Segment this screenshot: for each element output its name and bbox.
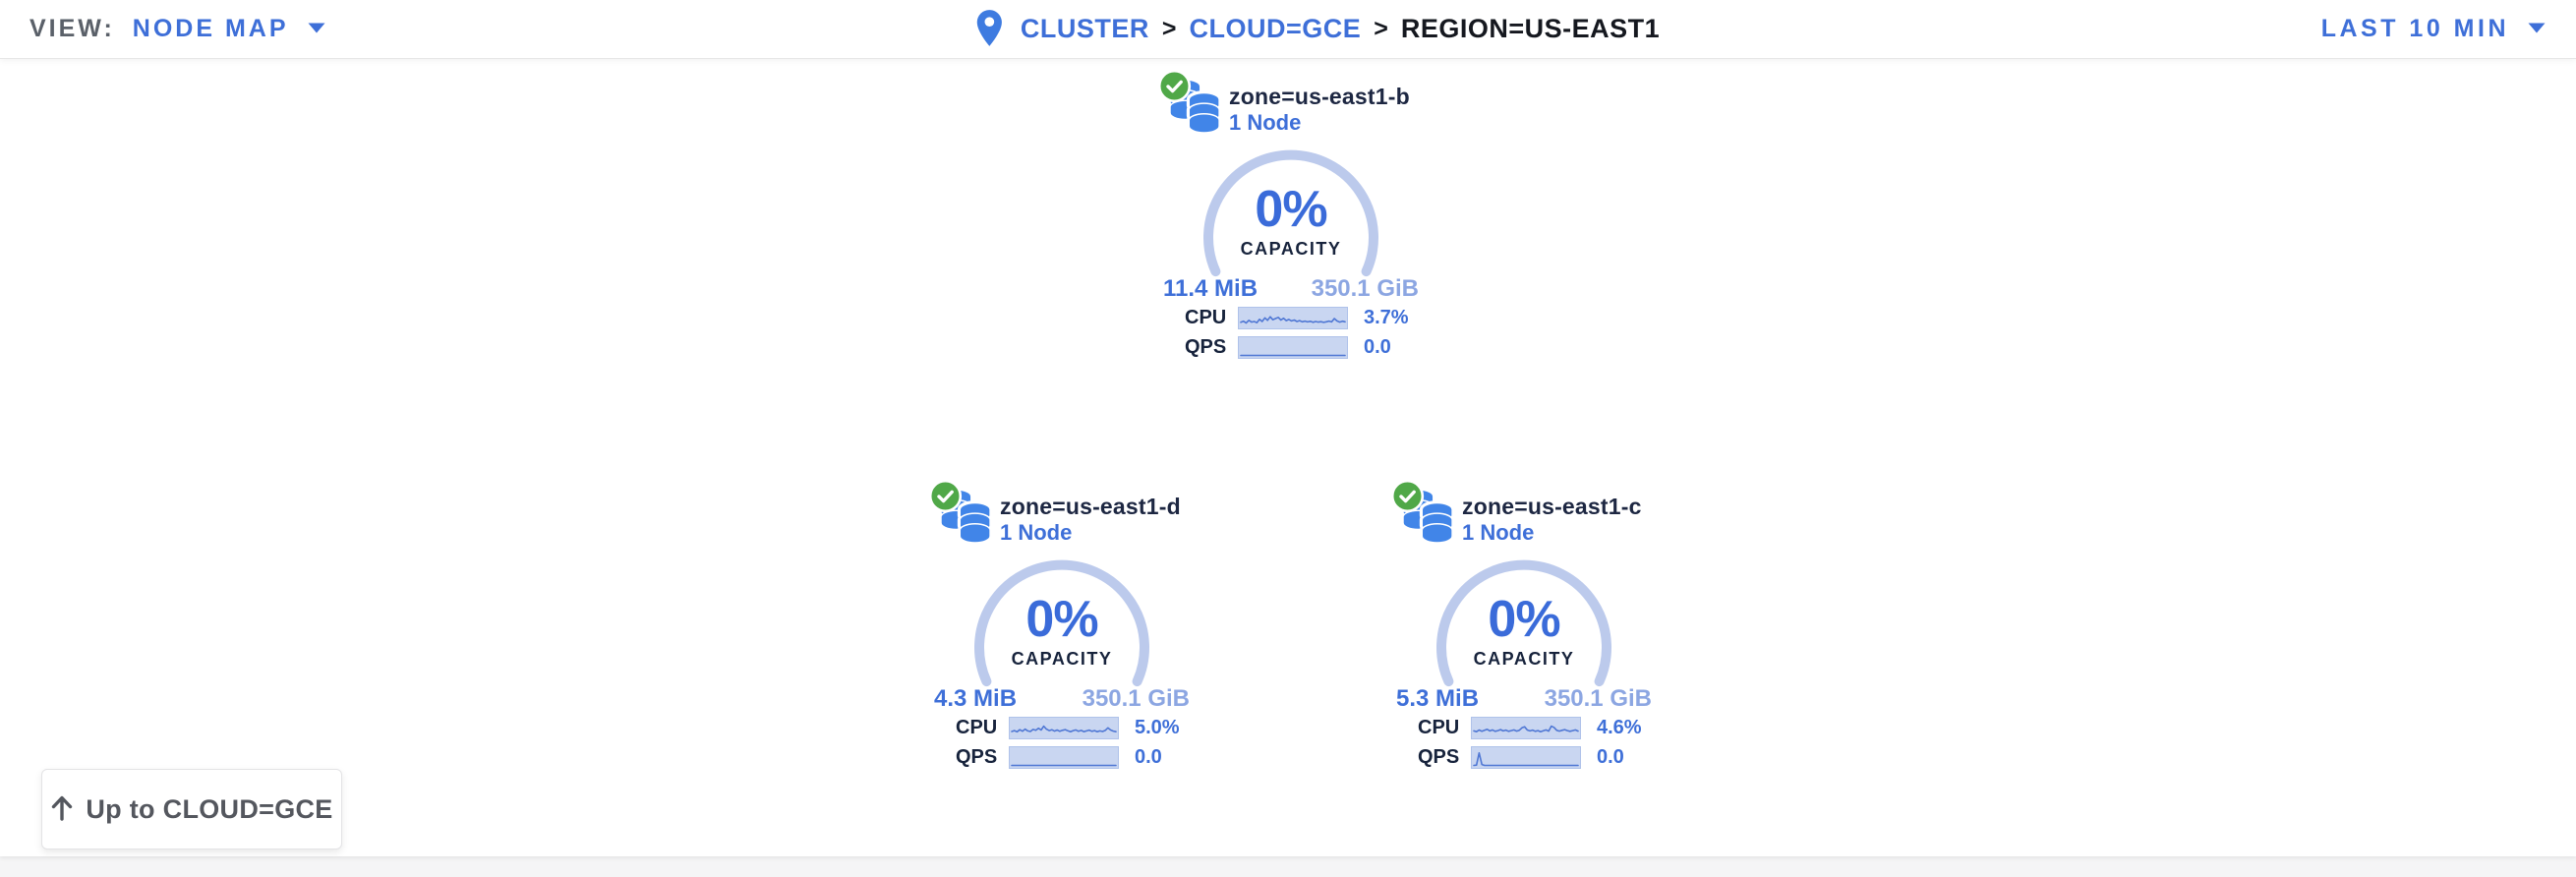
cpu-sparkline xyxy=(1471,717,1581,739)
view-label: VIEW: xyxy=(29,15,115,42)
cpu-row: CPU 4.6% xyxy=(1418,717,1654,739)
capacity-gauge: 0% CAPACITY xyxy=(968,557,1155,687)
zone-icon-wrap xyxy=(928,479,993,546)
cpu-value: 4.6% xyxy=(1597,717,1642,738)
zone-header: zone=us-east1-d 1 Node xyxy=(928,479,1192,546)
capacity-percent: 0% xyxy=(1255,181,1327,238)
capacity-total: 350.1 GiB xyxy=(1082,685,1190,712)
cpu-label: CPU xyxy=(956,717,998,738)
capacity-total: 350.1 GiB xyxy=(1544,685,1652,712)
topbar: VIEW: NODE MAP CLUSTER > CLOUD=GCE > REG… xyxy=(0,0,2576,59)
cpu-value: 3.7% xyxy=(1364,307,1409,328)
zone-name: zone=us-east1-d xyxy=(1000,494,1181,519)
map-pin-icon xyxy=(975,9,1004,52)
capacity-label: CAPACITY xyxy=(1011,649,1113,669)
cpu-value: 5.0% xyxy=(1135,717,1180,738)
qps-value: 0.0 xyxy=(1597,746,1624,768)
qps-sparkline xyxy=(1009,746,1119,769)
zone-card-us-east1-d[interactable]: zone=us-east1-d 1 Node 0% CAPACITY 4.3 M… xyxy=(928,479,1192,776)
healthy-check-icon xyxy=(928,479,963,518)
chevron-down-icon xyxy=(2527,22,2547,39)
qps-sparkline xyxy=(1471,746,1581,769)
database-stack-icon xyxy=(1169,79,1222,141)
zone-node-count[interactable]: 1 Node xyxy=(1229,110,1302,135)
capacity-percent: 0% xyxy=(1488,591,1560,648)
zone-card-us-east1-c[interactable]: zone=us-east1-c 1 Node 0% CAPACITY 5.3 M… xyxy=(1390,479,1654,776)
cpu-sparkline xyxy=(1009,717,1119,739)
capacity-arc xyxy=(1436,559,1611,687)
cpu-sparkline xyxy=(1238,307,1348,329)
zone-name: zone=us-east1-c xyxy=(1462,494,1642,519)
capacity-arc xyxy=(974,559,1149,687)
zone-node-count[interactable]: 1 Node xyxy=(1000,520,1073,545)
view-selector[interactable]: VIEW: NODE MAP xyxy=(29,15,326,43)
zone-icon-wrap xyxy=(1157,69,1222,136)
capacity-label: CAPACITY xyxy=(1240,239,1342,259)
qps-label: QPS xyxy=(1418,746,1460,768)
capacity-used: 4.3 MiB xyxy=(934,685,1018,712)
chevron-down-icon xyxy=(307,22,326,39)
capacity-gauge: 0% CAPACITY xyxy=(1198,147,1384,277)
cpu-label: CPU xyxy=(1418,717,1460,738)
cpu-label: CPU xyxy=(1185,307,1227,328)
breadcrumb-item-cluster[interactable]: CLUSTER xyxy=(1020,14,1149,43)
qps-value: 0.0 xyxy=(1135,746,1162,768)
breadcrumb-item-region-current: REGION=US-EAST1 xyxy=(1400,14,1661,43)
capacity-total: 350.1 GiB xyxy=(1311,275,1419,302)
view-selected-value: NODE MAP xyxy=(132,15,289,42)
capacity-label: CAPACITY xyxy=(1473,649,1575,669)
capacity-percent: 0% xyxy=(1025,591,1098,648)
breadcrumb-separator: > xyxy=(1161,15,1177,42)
up-to-cloud-label: Up to CLOUD=GCE xyxy=(86,793,333,824)
qps-row: QPS 0.0 xyxy=(956,746,1192,769)
breadcrumb-separator: > xyxy=(1374,15,1388,42)
capacity-used: 5.3 MiB xyxy=(1396,685,1480,712)
cpu-row: CPU 3.7% xyxy=(1185,307,1421,329)
zone-node-count[interactable]: 1 Node xyxy=(1462,520,1535,545)
cpu-row: CPU 5.0% xyxy=(956,717,1192,739)
time-range-value: LAST 10 MIN xyxy=(2320,15,2509,42)
up-to-cloud-button[interactable]: Up to CLOUD=GCE xyxy=(41,769,342,849)
healthy-check-icon xyxy=(1157,69,1192,108)
zone-header: zone=us-east1-c 1 Node xyxy=(1390,479,1654,546)
zone-icon-wrap xyxy=(1390,479,1455,546)
breadcrumb: CLUSTER > CLOUD=GCE > REGION=US-EAST1 xyxy=(975,7,1660,52)
time-range-selector[interactable]: LAST 10 MIN xyxy=(2321,15,2547,43)
qps-label: QPS xyxy=(956,746,998,768)
zone-card-us-east1-b[interactable]: zone=us-east1-b 1 Node 0% CAPACITY 11.4 … xyxy=(1157,69,1421,366)
capacity-arc xyxy=(1203,149,1378,277)
qps-label: QPS xyxy=(1185,336,1227,358)
capacity-used: 11.4 MiB xyxy=(1163,275,1259,302)
qps-value: 0.0 xyxy=(1364,336,1391,358)
zone-name: zone=us-east1-b xyxy=(1229,84,1410,109)
qps-row: QPS 0.0 xyxy=(1418,746,1654,769)
zone-header: zone=us-east1-b 1 Node xyxy=(1157,69,1421,136)
arrow-up-icon xyxy=(50,794,74,826)
qps-row: QPS 0.0 xyxy=(1185,336,1421,359)
qps-sparkline xyxy=(1238,336,1348,359)
breadcrumb-item-cloud[interactable]: CLOUD=GCE xyxy=(1189,14,1362,43)
healthy-check-icon xyxy=(1390,479,1425,518)
node-map-canvas: zone=us-east1-b 1 Node 0% CAPACITY 11.4 … xyxy=(0,58,2576,856)
capacity-gauge: 0% CAPACITY xyxy=(1431,557,1617,687)
